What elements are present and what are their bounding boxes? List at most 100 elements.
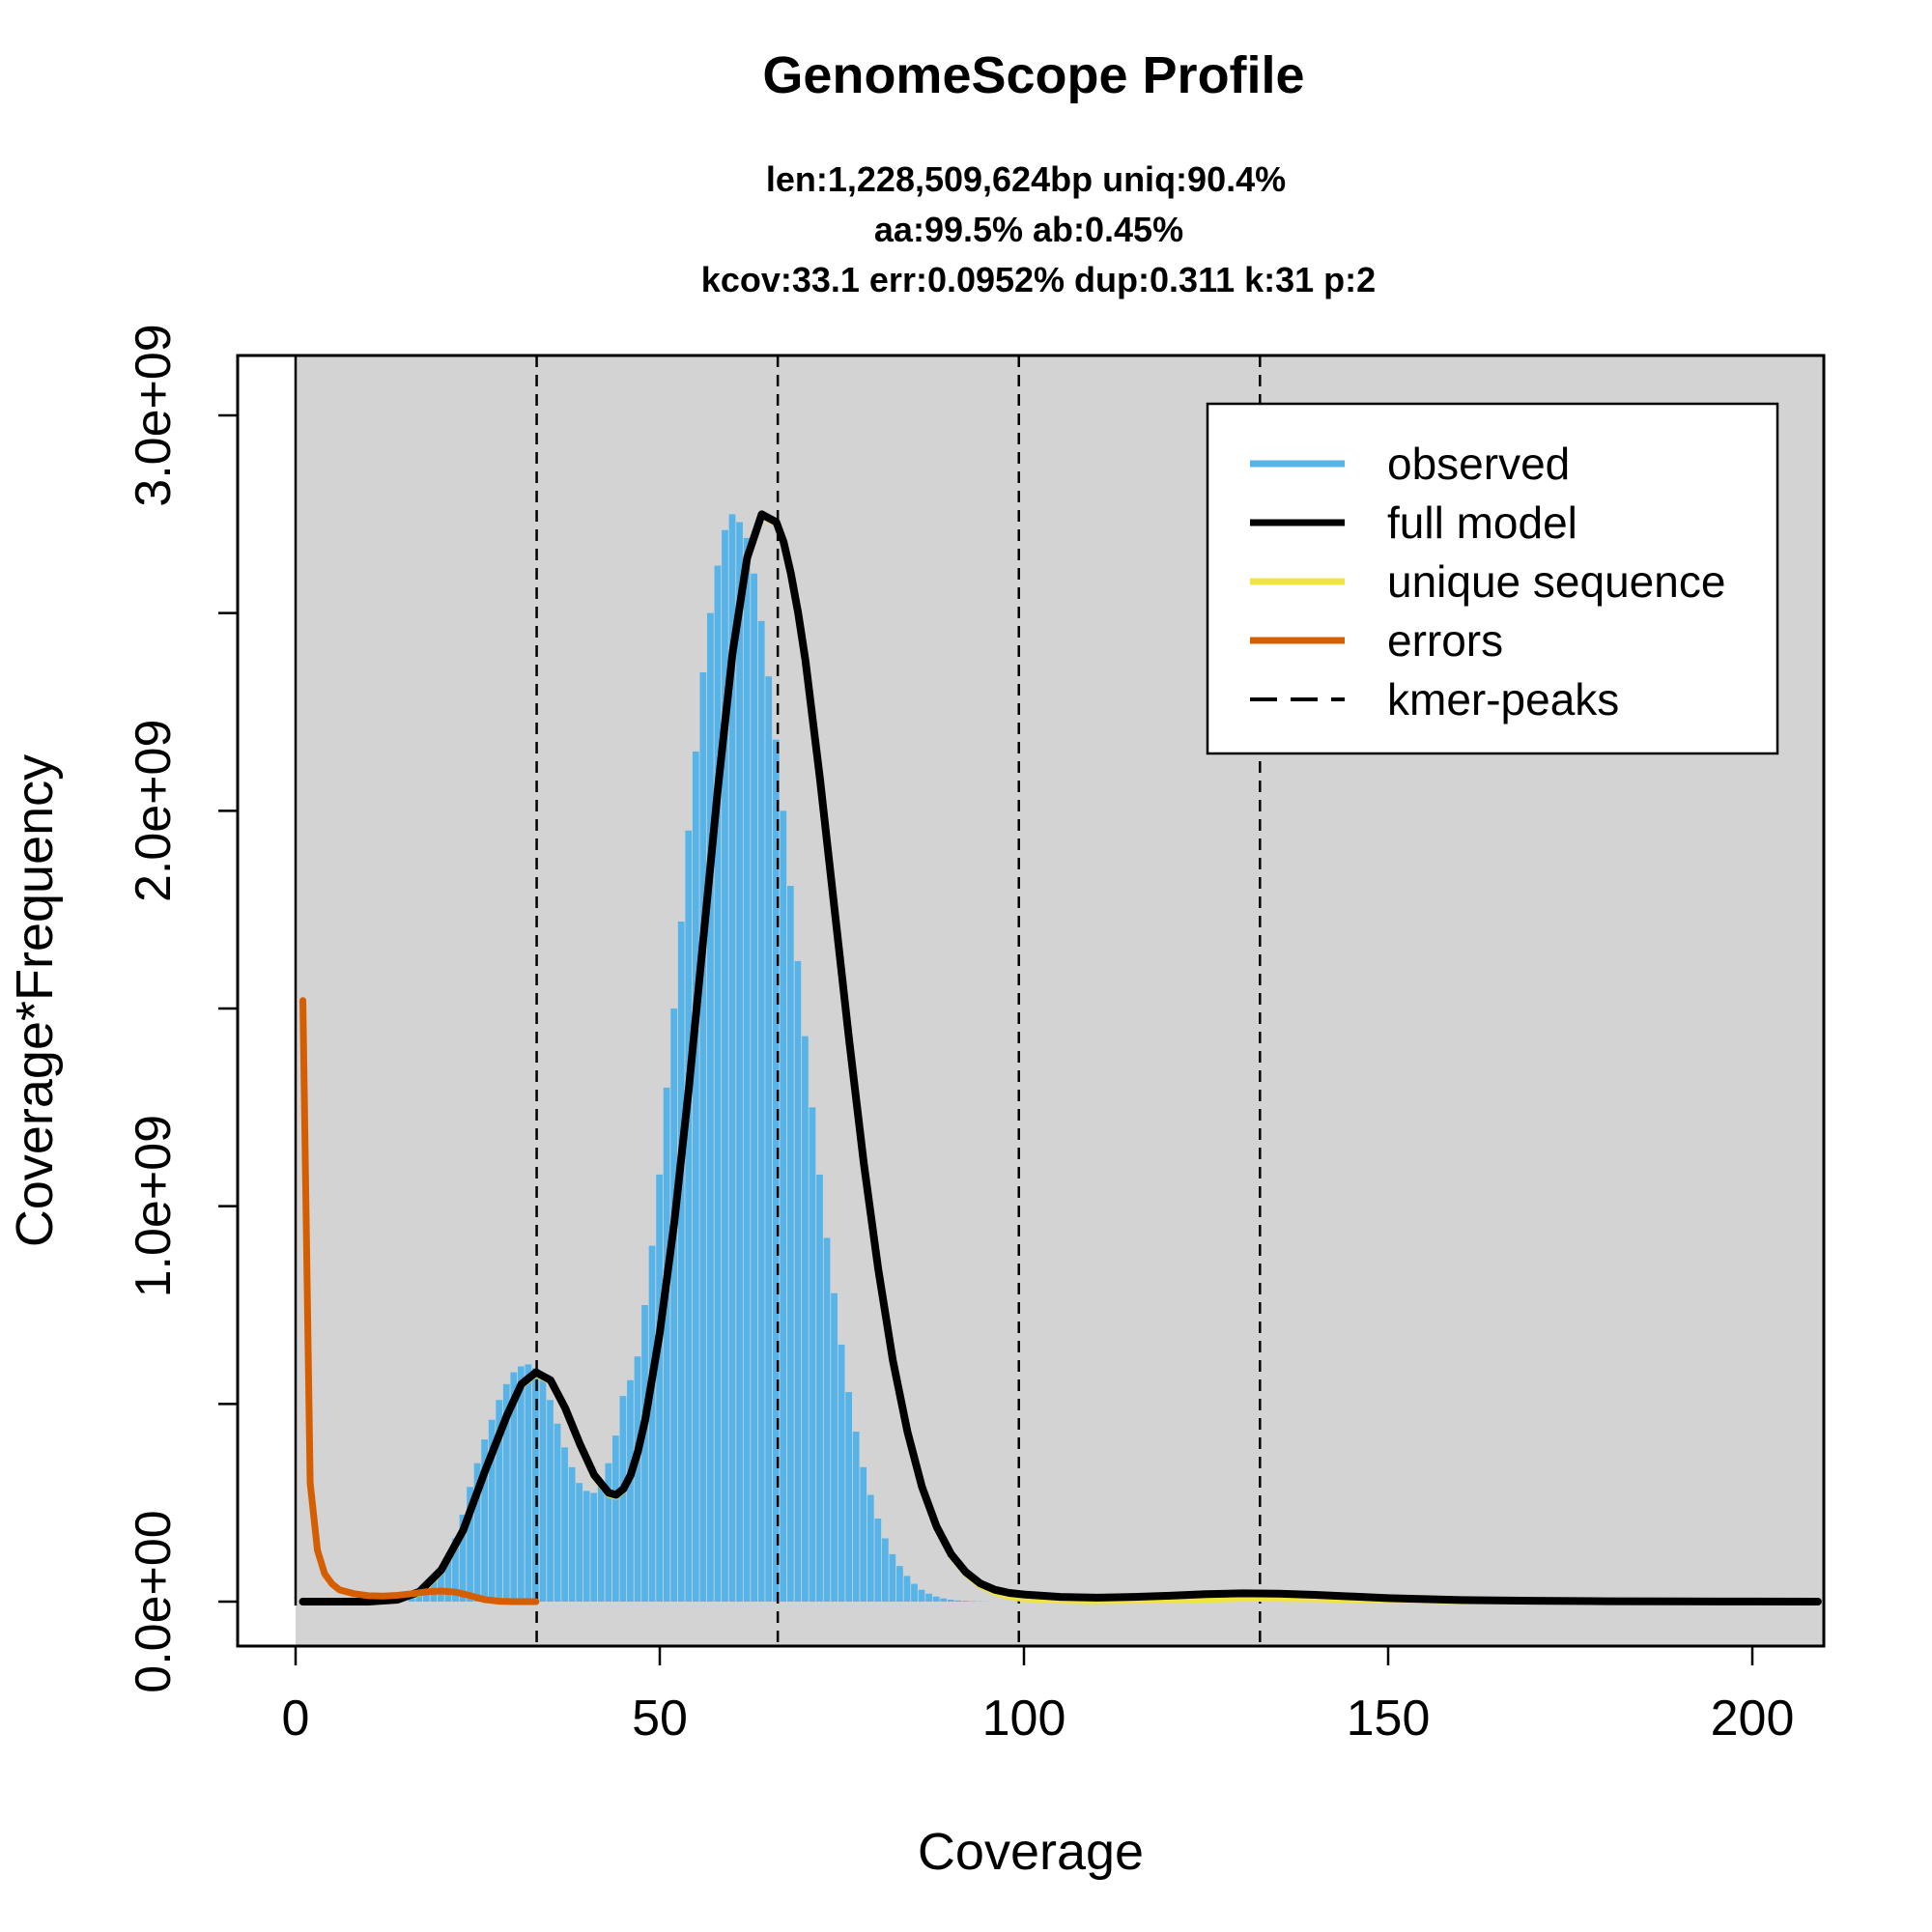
y-tick-label: 0.0e+00 xyxy=(126,1510,182,1692)
observed-bars xyxy=(408,514,998,1603)
observed-bar xyxy=(670,1009,678,1602)
observed-bar xyxy=(502,1383,510,1602)
full-model-line xyxy=(298,510,1822,1605)
observed-bar xyxy=(714,565,722,1602)
legend-label: observed xyxy=(1387,439,1570,489)
observed-bar xyxy=(605,1463,612,1602)
observed-bar xyxy=(619,1396,627,1602)
observed-bar xyxy=(728,514,736,1602)
observed-bar xyxy=(896,1566,903,1602)
observed-bar xyxy=(911,1583,918,1602)
observed-bar xyxy=(677,921,685,1602)
model-lines xyxy=(298,510,1822,1605)
observed-bar xyxy=(809,1107,816,1602)
legend-label: unique sequence xyxy=(1387,556,1725,607)
observed-bar xyxy=(656,1174,663,1602)
legend-label: errors xyxy=(1387,615,1503,666)
observed-bar xyxy=(918,1589,925,1602)
observed-bar xyxy=(496,1400,503,1602)
observed-bar xyxy=(925,1593,932,1602)
observed-bar xyxy=(903,1576,911,1602)
x-tick-label: 0 xyxy=(282,1690,310,1747)
observed-bar xyxy=(488,1419,496,1602)
observed-bar xyxy=(867,1494,874,1602)
x-axis: 0 50 100 150 200 xyxy=(282,1644,1795,1747)
observed-bar xyxy=(881,1538,889,1602)
observed-bar xyxy=(597,1483,605,1602)
observed-bar xyxy=(845,1392,853,1602)
observed-bar xyxy=(751,573,757,1602)
observed-bar xyxy=(736,522,743,1602)
observed-bar xyxy=(408,1597,415,1602)
observed-bar xyxy=(699,672,707,1602)
observed-bar xyxy=(802,1036,809,1602)
observed-bar xyxy=(582,1491,590,1602)
observed-bar xyxy=(452,1538,459,1602)
observed-bar xyxy=(517,1366,525,1602)
observed-bar xyxy=(444,1557,452,1602)
observed-bar xyxy=(547,1400,554,1602)
observed-bar xyxy=(692,751,699,1602)
observed-bar xyxy=(932,1596,940,1602)
observed-bar xyxy=(438,1570,444,1602)
observed-bar xyxy=(838,1344,845,1602)
y-tick-label: 2.0e+09 xyxy=(126,720,182,902)
observed-bar xyxy=(685,830,693,1602)
x-tick-label: 200 xyxy=(1711,1690,1795,1747)
observed-bar xyxy=(954,1600,962,1602)
observed-bar xyxy=(576,1483,583,1602)
observed-bar xyxy=(590,1492,598,1602)
chart-subtitle-line-2: aa:99.5% ab:0.45% xyxy=(874,210,1183,249)
observed-bar xyxy=(772,739,780,1602)
observed-bar xyxy=(794,960,802,1602)
observed-bar xyxy=(648,1245,656,1602)
observed-bar xyxy=(611,1435,619,1602)
observed-bar xyxy=(816,1174,823,1602)
errors-line xyxy=(299,997,540,1605)
observed-bar xyxy=(874,1519,882,1602)
observed-bar xyxy=(757,620,765,1602)
y-axis: 0.0e+00 1.0e+09 2.0e+09 3.0e+09 xyxy=(126,324,240,1693)
x-tick-label: 100 xyxy=(982,1690,1066,1747)
chart-title: GenomeScope Profile xyxy=(762,46,1304,104)
observed-bar xyxy=(889,1553,896,1602)
observed-bar xyxy=(663,1087,670,1602)
observed-bar xyxy=(473,1463,481,1602)
observed-bar xyxy=(786,886,794,1602)
legend: observed full model unique sequence errors k… xyxy=(1206,402,1779,755)
observed-bar xyxy=(707,612,714,1602)
observed-bar xyxy=(568,1466,576,1602)
observed-bar xyxy=(641,1305,648,1602)
observed-bar xyxy=(415,1593,423,1602)
observed-bar xyxy=(780,810,787,1602)
observed-bar xyxy=(561,1447,568,1602)
observed-bar xyxy=(765,676,773,1602)
observed-bar xyxy=(481,1439,489,1602)
observed-bar xyxy=(459,1514,467,1602)
observed-bar xyxy=(627,1379,634,1602)
observed-bar xyxy=(940,1598,948,1602)
x-tick-label: 150 xyxy=(1347,1690,1431,1747)
y-tick-label: 1.0e+09 xyxy=(126,1115,182,1297)
observed-bar xyxy=(860,1466,867,1602)
observed-bar xyxy=(722,529,728,1603)
chart-subtitle-line-3: kcov:33.1 err:0.0952% dup:0.311 k:31 p:2 xyxy=(701,260,1376,299)
observed-bar xyxy=(510,1372,518,1602)
legend-label: kmer-peaks xyxy=(1387,674,1619,724)
chart-subtitle-line-1: len:1,228,509,624bp uniq:90.4% xyxy=(766,159,1286,199)
observed-bar xyxy=(947,1599,954,1602)
observed-bar xyxy=(467,1487,473,1602)
observed-bar xyxy=(831,1293,838,1602)
x-tick-label: 50 xyxy=(632,1690,688,1747)
observed-bar xyxy=(525,1364,532,1602)
y-axis-label: Coverage*Frequency xyxy=(6,754,64,1247)
legend-label: full model xyxy=(1387,497,1577,548)
observed-bar xyxy=(554,1423,561,1602)
observed-bar xyxy=(961,1601,969,1602)
observed-bar xyxy=(634,1356,641,1602)
y-tick-label: 3.0e+09 xyxy=(126,324,182,506)
observed-bar xyxy=(823,1237,831,1602)
observed-bar xyxy=(539,1379,547,1602)
observed-bar xyxy=(743,537,751,1602)
